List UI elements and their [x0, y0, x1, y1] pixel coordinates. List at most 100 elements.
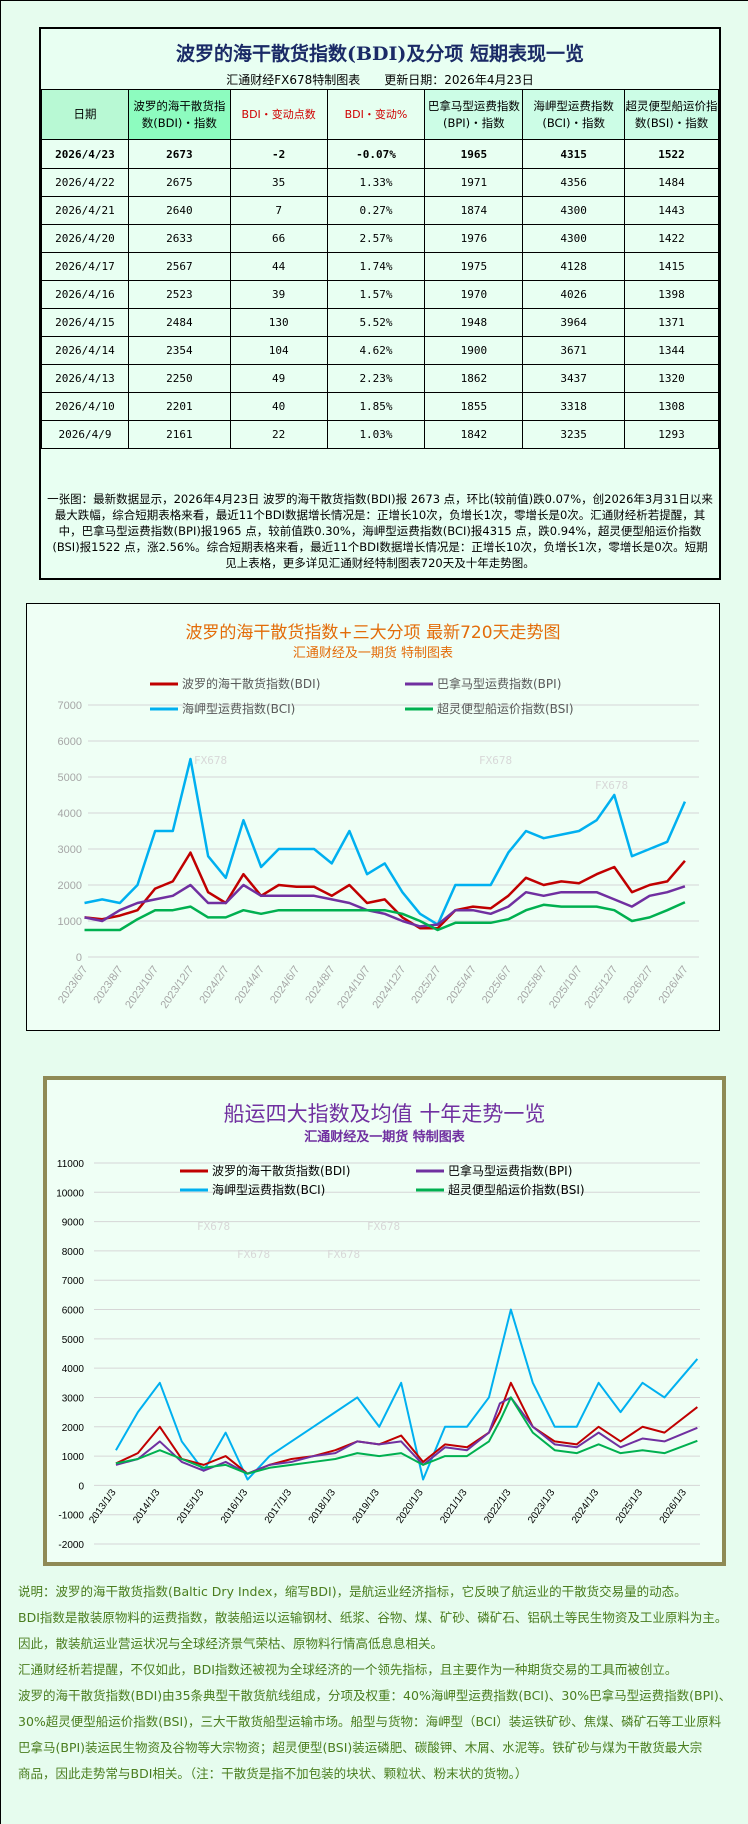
table-cell: 66	[229, 224, 328, 253]
chart-subtitle: 汇通财经及一期货 特制图表	[304, 1130, 465, 1145]
watermark: FX678	[479, 754, 512, 767]
table-cell: 22	[229, 420, 328, 449]
table-cell: 4128	[522, 252, 626, 281]
table-cell: 1975	[424, 252, 524, 281]
x-tick-label: 2024/4/7	[233, 964, 267, 1006]
chart-720-days: 波罗的海干散货指数+三大分项 最新720天走势图 汇通财经及一期货 特制图表 0…	[26, 603, 720, 1031]
table-cell: 4.62%	[326, 336, 426, 365]
note-line: 30%超灵便型船运价指数(BSI)，三大干散货船型运输市场。船型与货物：海岬型（…	[18, 1714, 722, 1729]
y-tick-label: 9000	[62, 1218, 85, 1229]
y-tick-label: 3000	[62, 1393, 85, 1404]
legend-label: 超灵便型船运价指数(BSI)	[437, 701, 574, 716]
x-tick-label: 2023/1/3	[526, 1487, 558, 1526]
chart-ten-years: 船运四大指数及均值 十年走势一览 汇通财经及一期货 特制图表 -2000 -100…	[43, 1076, 726, 1566]
x-tick-label: 2018/1/3	[307, 1487, 339, 1526]
table-cell: 3964	[522, 308, 626, 337]
table-cell: 2026/4/20	[41, 224, 129, 253]
table-cell: 1371	[624, 308, 719, 337]
y-tick-label: -2000	[58, 1540, 84, 1551]
y-tick-label: 5000	[62, 1335, 85, 1346]
legend-label: 波罗的海干散货指数(BDI)	[212, 1163, 350, 1178]
table-row: 2026/4/9 2161 22 1.03% 1842 3235 1293	[41, 420, 719, 449]
y-tick-label: -1000	[58, 1511, 84, 1522]
table-cell: 4026	[522, 280, 626, 309]
x-tick-label: 2016/1/3	[219, 1487, 251, 1526]
y-tick-label: 5000	[58, 772, 82, 784]
chart-subtitle: 汇通财经及一期货 特制图表	[292, 646, 454, 661]
table-cell: 2673	[127, 139, 231, 169]
table-cell: 1900	[424, 336, 524, 365]
table-cell: 35	[229, 168, 328, 197]
table-row: 2026/4/17 2567 44 1.74% 1975 4128 1415	[41, 252, 719, 281]
x-tick-label: 2020/1/3	[394, 1487, 426, 1526]
note-line: BDI指数是散装原物料的运费指数，散装船运以运输钢材、纸浆、谷物、煤、矿砂、磷矿…	[18, 1610, 728, 1625]
y-tick-label: 11000	[57, 1159, 85, 1170]
table-cell: 1948	[424, 308, 524, 337]
table-cell: 1398	[624, 280, 719, 309]
note-line: 波罗的海干散货指数(BDI)由35条典型干散货航线组成，分项及权重：40%海岬型…	[18, 1688, 732, 1703]
table-cell: 2026/4/22	[41, 168, 129, 197]
x-tick-label: 2022/1/3	[482, 1487, 514, 1526]
table-cell: 2354	[127, 336, 231, 365]
explanation-notes: 说明：波罗的海干散货指数(Baltic Dry Index，缩写BDI)，是航运…	[18, 1579, 748, 1787]
table-cell: 1320	[624, 364, 719, 393]
table-cell: 2026/4/16	[41, 280, 129, 309]
series-line-bsi	[84, 901, 686, 932]
x-tick-label: 2025/8/7	[515, 964, 549, 1006]
table-cell: 1842	[424, 420, 524, 449]
legend-label: 超灵便型船运价指数(BSI)	[448, 1182, 585, 1197]
y-tick-label: 2000	[62, 1423, 85, 1434]
x-tick-label: 2014/1/3	[131, 1487, 163, 1526]
table-cell: 2161	[127, 420, 231, 449]
table-cell: 2026/4/17	[41, 252, 129, 281]
watermark: FX678	[327, 1248, 360, 1261]
chart-plot: -2000 -1000 0 1000 2000 3000 4000 5000 6000 7000 8…	[56, 1159, 700, 1551]
watermark: FX678	[237, 1248, 270, 1261]
table-cell: 1484	[624, 168, 719, 197]
table-title: 波罗的海干散货指数(BDI)及分项 短期表现一览	[175, 43, 585, 65]
x-tick-label: 2025/6/7	[480, 964, 514, 1006]
x-tick-label: 2024/6/7	[268, 964, 302, 1006]
legend-label: 海岬型运费指数(BCI)	[212, 1182, 325, 1197]
table-cell: 3235	[522, 420, 626, 449]
x-tick-label: 2019/1/3	[351, 1487, 383, 1526]
series-line-bci	[84, 757, 687, 926]
column-header: BDI・变动%	[326, 89, 426, 140]
table-cell: 49	[229, 364, 328, 393]
x-tick-label: 2023/8/7	[91, 964, 125, 1006]
table-cell: 2026/4/21	[41, 196, 129, 225]
x-tick-label: 2025/4/7	[445, 964, 479, 1006]
note-line: 说明：波罗的海干散货指数(Baltic Dry Index，缩写BDI)，是航运…	[18, 1584, 687, 1599]
table-cell: 2250	[127, 364, 231, 393]
chart-title: 船运四大指数及均值 十年走势一览	[223, 1102, 546, 1126]
table-cell: 4315	[522, 139, 626, 169]
x-tick-label: 2017/1/3	[263, 1487, 295, 1526]
note-line: 巴拿马(BPI)装运民生物资及谷物等大宗物资；超灵便型(BSI)装运磷肥、碳酸钾…	[18, 1740, 703, 1755]
table-cell: 1855	[424, 392, 524, 421]
series-line-bpi	[84, 883, 686, 928]
column-header: 海岬型运费指数(BCI)・指数	[522, 89, 626, 140]
table-cell: 1.85%	[326, 392, 426, 421]
table-cell: 2567	[127, 252, 231, 281]
update-date: 更新日期：2026年4月23日	[384, 73, 534, 87]
table-cell: 1415	[624, 252, 719, 281]
summary-text: 一张图：最新数据显示，2026年4月23日 波罗的海干散货指数(BDI)报 26…	[47, 492, 713, 570]
table-cell: 4300	[522, 196, 626, 225]
table-row: 2026/4/10 2201 40 1.85% 1855 3318 1308	[41, 392, 719, 421]
table-cell: 1874	[424, 196, 524, 225]
x-tick-label: 2024/12/7	[370, 964, 408, 1011]
table-cell: 2026/4/15	[41, 308, 129, 337]
table-source: 汇通财经FX678特制图表	[226, 73, 361, 87]
table-row: 2026/4/20 2633 66 2.57% 1976 4300 1422	[41, 224, 719, 253]
table-row: 2026/4/13 2250 49 2.23% 1862 3437 1320	[41, 364, 719, 393]
x-tick-label: 2023/12/7	[159, 964, 197, 1011]
x-tick-label: 2015/1/3	[175, 1487, 207, 1526]
y-tick-label: 0	[78, 1481, 84, 1492]
series-line-bci	[115, 1308, 699, 1481]
table-cell: 1293	[624, 420, 719, 449]
table-cell: 1522	[624, 139, 719, 169]
table-cell: 2675	[127, 168, 231, 197]
column-header: BDI・变动点数	[229, 89, 328, 140]
y-tick-label: 6000	[62, 1306, 85, 1317]
table-cell: 1.33%	[326, 168, 426, 197]
